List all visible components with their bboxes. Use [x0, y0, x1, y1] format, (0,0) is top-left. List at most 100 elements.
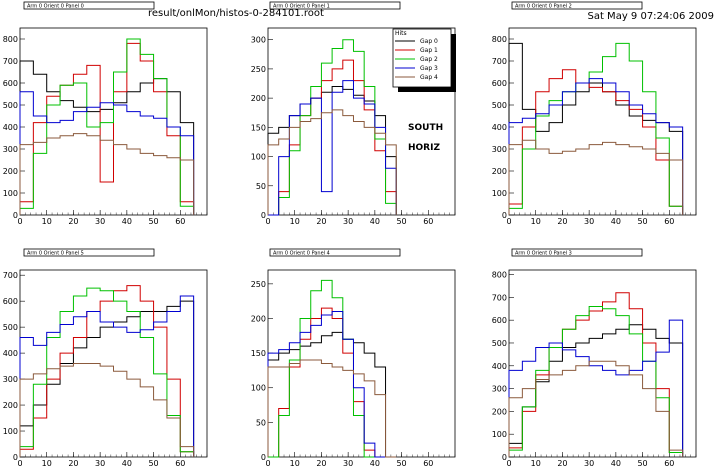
y-tick-label: 100	[251, 153, 266, 162]
y-tick-label: 250	[251, 280, 266, 289]
legend: Hits Gap 0 Gap 1 Gap 2 Gap 3 Gap 4	[392, 28, 456, 92]
panel-title-box	[23, 248, 155, 257]
y-tick-label: 300	[3, 375, 18, 384]
y-tick-label: 0	[502, 453, 507, 462]
x-tick-label: 50	[396, 459, 406, 468]
y-tick-label: 400	[492, 123, 507, 132]
y-tick-label: 300	[251, 36, 266, 45]
x-tick-label: 0	[506, 217, 511, 226]
x-tick-label: 30	[584, 459, 594, 468]
y-tick-label: 250	[251, 65, 266, 74]
x-tick-label: 20	[68, 459, 78, 468]
panel-title: Arm 0 Orient 0 Panel 0	[27, 4, 84, 10]
annotation-south: SOUTH	[408, 123, 443, 133]
y-tick-label: 0	[13, 453, 18, 462]
x-tick-label: 0	[265, 459, 270, 468]
series-gap-1	[19, 285, 195, 457]
y-tick-label: 700	[492, 293, 507, 302]
legend-entry: Gap 2	[420, 56, 438, 63]
x-tick-label: 20	[557, 217, 567, 226]
x-tick-label: 60	[423, 217, 433, 226]
legend-entry: Gap 0	[420, 38, 438, 45]
panel-title-box	[269, 248, 401, 257]
x-tick-label: 30	[95, 217, 105, 226]
x-tick-label: 40	[611, 217, 621, 226]
y-tick-label: 500	[3, 323, 18, 332]
y-tick-label: 200	[251, 314, 266, 323]
x-tick-label: 20	[557, 459, 567, 468]
x-tick-label: 10	[42, 217, 52, 226]
y-tick-label: 500	[3, 101, 18, 110]
x-tick-label: 40	[122, 217, 132, 226]
y-tick-label: 400	[492, 362, 507, 371]
panel-4: Arm 0 Orient 0 Panel 4 0 10 20 30 40 50 60 0 50 10…	[251, 248, 456, 468]
x-tick-label: 60	[664, 217, 674, 226]
panel-0: Arm 0 Orient 0 Panel 00 10 20 30 40 50 6001002…	[3, 1, 208, 226]
y-tick-label: 50	[256, 418, 266, 427]
y-tick-label: 100	[3, 427, 18, 436]
x-tick-label: 30	[343, 217, 353, 226]
x-tick-label: 10	[42, 459, 52, 468]
y-tick-label: 100	[251, 384, 266, 393]
y-tick-label: 50	[256, 182, 266, 191]
series-gap-2	[19, 287, 195, 457]
x-tick-label: 50	[637, 217, 647, 226]
y-tick-label: 300	[3, 145, 18, 154]
x-tick-label: 20	[68, 217, 78, 226]
x-tick-label: 10	[531, 459, 541, 468]
y-tick-label: 600	[492, 316, 507, 325]
file-path-header: result/onlMon/histos-0-284101.root	[148, 8, 324, 19]
panel-title-box	[511, 1, 643, 10]
series-gap-3	[508, 319, 684, 457]
y-tick-label: 200	[3, 167, 18, 176]
x-tick-label: 40	[122, 459, 132, 468]
series-gap-3	[19, 295, 195, 457]
y-tick-label: 600	[492, 79, 507, 88]
x-tick-label: 0	[506, 459, 511, 468]
x-tick-label: 60	[175, 459, 185, 468]
y-tick-label: 800	[492, 35, 507, 44]
legend-entry: Gap 4	[420, 74, 438, 81]
x-tick-label: 60	[664, 459, 674, 468]
panel-title: Arm 0 Orient 0 Panel 4	[273, 251, 330, 257]
plot-frame	[508, 269, 697, 458]
series-gap-3	[267, 311, 397, 458]
panel-title: Arm 0 Orient 0 Panel 5	[27, 251, 84, 257]
legend-entry: Gap 3	[420, 65, 438, 72]
y-tick-label: 0	[261, 211, 266, 220]
x-tick-label: 30	[95, 459, 105, 468]
x-tick-label: 20	[316, 459, 326, 468]
y-tick-label: 100	[3, 189, 18, 198]
x-tick-label: 50	[637, 459, 647, 468]
legend-title: Hits	[395, 30, 407, 37]
panel-title-box	[269, 1, 401, 10]
series-gap-4	[508, 360, 684, 457]
panel-title: Arm 0 Orient 0 Panel 2	[515, 4, 572, 10]
panel-5: Arm 0 Orient 0 Panel 30 10 20 30 40 50 6001002…	[492, 248, 697, 468]
y-tick-label: 0	[261, 453, 266, 462]
y-tick-label: 400	[3, 123, 18, 132]
y-tick-label: 200	[251, 94, 266, 103]
series-gap-3	[508, 78, 684, 215]
x-tick-label: 30	[343, 459, 353, 468]
y-tick-label: 600	[3, 297, 18, 306]
y-tick-label: 200	[3, 401, 18, 410]
y-tick-label: 700	[492, 57, 507, 66]
y-tick-label: 150	[251, 123, 266, 132]
series-gap-3	[19, 91, 195, 215]
series-gap-4	[19, 133, 195, 215]
panel-title: Arm 0 Orient 0 Panel 3	[515, 251, 572, 257]
panel-title-box	[511, 248, 643, 257]
legend-entry: Gap 1	[420, 47, 438, 54]
x-tick-label: 10	[531, 217, 541, 226]
series-gap-4	[508, 139, 684, 215]
x-tick-label: 60	[423, 459, 433, 468]
y-tick-label: 800	[3, 35, 18, 44]
y-tick-label: 700	[3, 57, 18, 66]
y-tick-label: 300	[492, 145, 507, 154]
x-tick-label: 10	[290, 217, 300, 226]
x-tick-label: 0	[17, 217, 22, 226]
x-tick-label: 50	[148, 217, 158, 226]
x-tick-label: 60	[175, 217, 185, 226]
